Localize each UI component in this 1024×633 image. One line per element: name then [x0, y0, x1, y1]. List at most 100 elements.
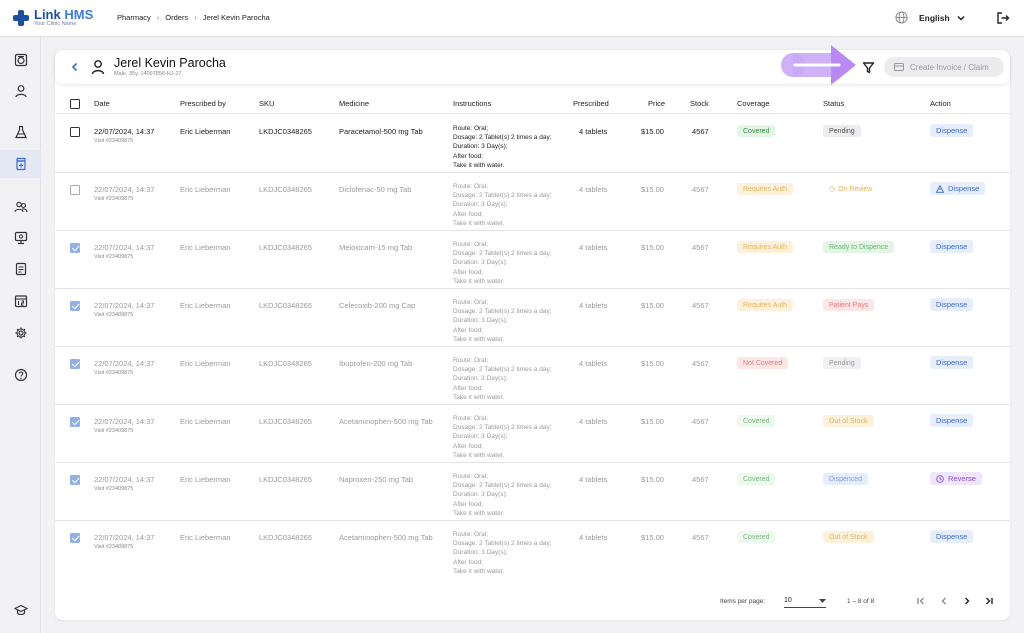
- select-all-checkbox[interactable]: [70, 99, 80, 109]
- sidebar-item-lab[interactable]: [0, 118, 41, 146]
- instruction-line: After food;: [453, 326, 483, 334]
- row-medicine: Acetaminophen-500 mg Tab: [339, 533, 433, 542]
- reverse-icon: [936, 474, 944, 483]
- row-prescribed: 4 tablets: [579, 417, 608, 426]
- chevron-down-icon[interactable]: [956, 13, 966, 23]
- last-page-icon[interactable]: [984, 596, 994, 606]
- dispense-button[interactable]: Dispense: [930, 182, 986, 195]
- row-sku: LKDJC0348265: [259, 359, 312, 368]
- row-checkbox[interactable]: [70, 301, 80, 311]
- row-visit-id[interactable]: Visit #23409875: [94, 370, 134, 376]
- row-prescribed: 4 tablets: [579, 359, 608, 368]
- sidebar-item-patients[interactable]: [0, 77, 41, 105]
- row-checkbox[interactable]: [70, 185, 80, 195]
- coverage-badge: Requires Auth: [737, 241, 793, 253]
- row-checkbox[interactable]: [70, 127, 80, 137]
- items-per-page-select[interactable]: 10: [784, 594, 826, 608]
- breadcrumb-pharmacy[interactable]: Pharmacy: [117, 13, 151, 22]
- prev-page-icon[interactable]: [939, 596, 949, 606]
- row-prescribed: 4 tablets: [579, 127, 608, 136]
- status-badge: Ready to Dispence: [823, 241, 895, 253]
- sidebar-item-help[interactable]: [0, 361, 41, 389]
- row-price: $15.00: [641, 417, 664, 426]
- row-visit-id[interactable]: Visit #23409875: [94, 196, 134, 202]
- row-stock: 4567: [692, 185, 709, 194]
- breadcrumb-orders[interactable]: Orders: [165, 13, 189, 22]
- col-stock[interactable]: Stock: [690, 99, 709, 108]
- globe-icon[interactable]: [895, 11, 908, 24]
- table-row: 22/07/2024, 14:37 Visit #23409875 Eric Lie…: [55, 463, 1010, 521]
- row-checkbox[interactable]: [70, 417, 80, 427]
- reverse-button[interactable]: Reverse: [930, 472, 982, 485]
- dispense-button[interactable]: Dispense: [930, 530, 974, 543]
- row-checkbox[interactable]: [70, 533, 80, 543]
- row-price: $15.00: [641, 243, 664, 252]
- sidebar-item-dashboard[interactable]: [0, 46, 41, 74]
- row-medicine: Naproxen-250 mg Tab: [339, 475, 414, 484]
- instruction-line: Dosage: 2 Tablet(s) 2 times a day;: [453, 250, 552, 258]
- dispense-button[interactable]: Dispense: [930, 298, 974, 311]
- create-invoice-button[interactable]: Create Invoice / Claim: [884, 57, 1004, 77]
- instruction-line: Take it with water.: [453, 277, 505, 285]
- status-badge: Dispenced: [823, 473, 869, 485]
- col-instructions[interactable]: Instructions: [453, 99, 492, 108]
- help-icon: [14, 368, 27, 382]
- col-prescribed[interactable]: Prescribed: [573, 99, 609, 108]
- sidebar-item-reports[interactable]: [0, 255, 41, 283]
- sidebar-item-settings[interactable]: [0, 319, 41, 347]
- dispense-button[interactable]: Dispense: [930, 240, 974, 253]
- row-visit-id[interactable]: Visit #23409875: [94, 254, 134, 260]
- graduation-cap-icon: [13, 604, 28, 616]
- coverage-badge: Not Covered: [737, 357, 789, 369]
- row-visit-id[interactable]: Visit #23409875: [94, 138, 134, 144]
- row-stock: 4567: [692, 243, 709, 252]
- action-label: Reverse: [948, 474, 976, 483]
- sidebar-item-learning[interactable]: [0, 596, 41, 624]
- col-action[interactable]: Action: [930, 99, 951, 108]
- next-page-icon[interactable]: [962, 596, 972, 606]
- dispense-button[interactable]: Dispense: [930, 124, 974, 137]
- status-label: Ready to Dispence: [829, 243, 889, 251]
- col-coverage[interactable]: Coverage: [737, 99, 770, 108]
- col-price[interactable]: Price: [648, 99, 666, 108]
- sidebar-item-staff[interactable]: [0, 193, 41, 221]
- instruction-line: After food;: [453, 384, 483, 392]
- first-page-icon[interactable]: [916, 596, 926, 606]
- instruction-line: Duration: 3 Day(s);: [453, 201, 508, 209]
- row-visit-id[interactable]: Visit #23409875: [94, 486, 134, 492]
- row-medicine: Ibuprofen-200 mg Tab: [339, 359, 413, 368]
- row-stock: 4567: [692, 301, 709, 310]
- sidebar-item-monitor[interactable]: [0, 224, 41, 252]
- row-stock: 4567: [692, 475, 709, 484]
- row-checkbox[interactable]: [70, 359, 80, 369]
- back-chevron-icon[interactable]: [69, 61, 81, 73]
- row-checkbox[interactable]: [70, 243, 80, 253]
- dispense-button[interactable]: Dispense: [930, 356, 974, 369]
- col-status[interactable]: Status: [823, 99, 845, 108]
- row-visit-id[interactable]: Visit #23409875: [94, 428, 134, 434]
- row-checkbox[interactable]: [70, 475, 80, 485]
- sidebar-item-pharmacy[interactable]: [0, 150, 41, 178]
- row-visit-id[interactable]: Visit #23409875: [94, 544, 134, 550]
- col-date[interactable]: Date: [94, 99, 110, 108]
- action-label: Dispense: [936, 126, 968, 135]
- action-label: Dispense: [936, 242, 968, 251]
- col-medicine[interactable]: Medicine: [339, 99, 370, 108]
- row-visit-id[interactable]: Visit #23409875: [94, 312, 134, 318]
- sidebar-item-calendar[interactable]: [0, 287, 41, 315]
- table-row: 22/07/2024, 14:37 Visit #23409875 Eric Lie…: [55, 173, 1010, 231]
- action-label: Dispense: [936, 416, 968, 425]
- filter-icon[interactable]: [862, 61, 875, 74]
- instruction-line: Duration: 3 Day(s);: [453, 375, 508, 383]
- logo[interactable]: Link HMS Your Clinic Name: [12, 8, 93, 28]
- dispense-button[interactable]: Dispense: [930, 414, 974, 427]
- logout-icon[interactable]: [996, 11, 1010, 25]
- language-selector[interactable]: English: [919, 13, 950, 23]
- create-invoice-label: Create Invoice / Claim: [910, 62, 989, 72]
- col-sku[interactable]: SKU: [259, 99, 275, 108]
- row-instructions: Route: Oral; Dosage: 2 Tablet(s) 2 times …: [453, 182, 552, 228]
- coverage-badge: Covered: [737, 473, 776, 485]
- highlight-arrow-icon: [781, 45, 856, 85]
- col-prescribed-by[interactable]: Prescribed by: [180, 99, 226, 108]
- patient-meta: Male, 35y, 14097856-HJ-27: [114, 71, 182, 77]
